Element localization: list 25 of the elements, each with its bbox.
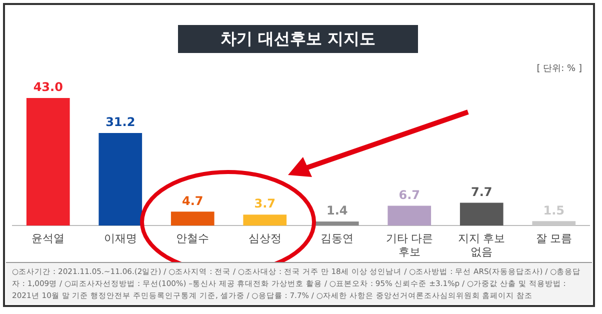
data-label: 4.7 xyxy=(182,194,204,208)
data-label: 1.4 xyxy=(326,204,348,218)
data-label: 31.2 xyxy=(106,115,136,130)
bar xyxy=(98,132,142,226)
x-tick-label: 김동연 xyxy=(320,233,354,246)
bar xyxy=(315,221,359,226)
chart-title: 차기 대선후보 지지도 xyxy=(178,25,418,53)
data-label: 6.7 xyxy=(398,188,420,202)
x-tick-label: 이재명 xyxy=(104,233,137,246)
x-tick-label: 안철수 xyxy=(176,233,210,246)
x-tick-label: 심상정 xyxy=(248,233,282,246)
bar xyxy=(388,206,432,226)
x-tick-label: 잘 모름 xyxy=(536,233,572,246)
bar xyxy=(243,214,287,226)
bar xyxy=(532,221,576,226)
data-label: 3.7 xyxy=(254,196,276,211)
data-label: 7.7 xyxy=(470,184,492,199)
data-label: 43.0 xyxy=(33,80,63,94)
bar xyxy=(460,202,504,226)
x-tick-label: 지지 후보 없음 xyxy=(458,233,506,258)
text: [ 단위: % ] xyxy=(536,63,582,75)
bar xyxy=(26,98,70,226)
bar xyxy=(170,212,214,226)
x-tick-label: 기타 다른 후보 xyxy=(386,233,433,258)
x-tick-label: 윤석열 xyxy=(32,233,65,246)
